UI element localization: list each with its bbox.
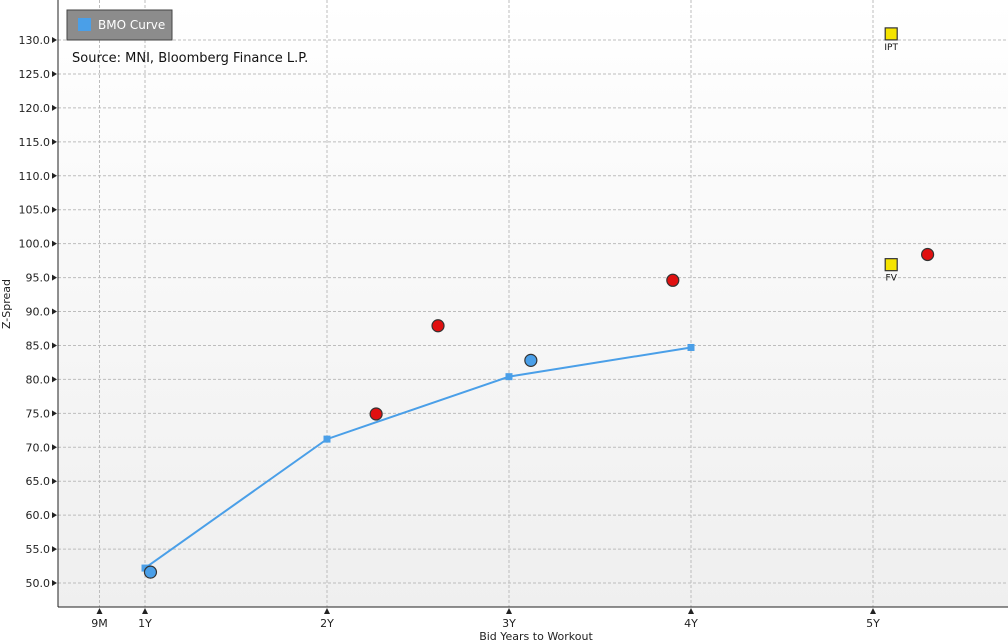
y-tick-label: 130.0 [19, 34, 51, 47]
bond-point-red[interactable] [431, 319, 445, 333]
y-tick-mark [52, 240, 57, 247]
y-tick-mark [52, 274, 57, 281]
y-tick-label: 55.0 [26, 543, 51, 556]
y-tick-label: 60.0 [26, 509, 51, 522]
y-tick-mark [52, 308, 57, 315]
new-issue-marker[interactable] [884, 258, 898, 272]
bmo-curve-point[interactable] [141, 564, 149, 572]
y-tick-mark [52, 104, 57, 111]
y-tick-mark [52, 580, 57, 586]
legend[interactable]: BMO Curve [66, 9, 173, 41]
y-tick-mark [52, 546, 57, 553]
axes: 50.0 55.0 60.0 65.0 70.0 75.0 80.0 85.0 90.0 95.0… [19, 0, 1008, 630]
x-tick-label: 9M [91, 617, 108, 630]
y-tick-label: 125.0 [19, 68, 51, 81]
x-tick-mark [96, 608, 103, 614]
grid-lines [58, 0, 1008, 607]
data-series: IPT FV [141, 27, 935, 579]
y-tick-label: 110.0 [19, 170, 51, 183]
y-tick-label: 120.0 [19, 102, 51, 115]
y-tick-label: 50.0 [26, 577, 51, 590]
y-tick-mark [52, 206, 57, 213]
x-tick-mark [688, 608, 694, 614]
x-tick-label: 2Y [320, 617, 334, 630]
new-issue-marker[interactable] [884, 27, 898, 41]
y-tick-mark [52, 70, 57, 77]
y-tick-label: 105.0 [19, 204, 51, 217]
bmo-curve-point[interactable] [323, 435, 331, 443]
bond-point-red[interactable] [369, 407, 383, 421]
bmo-curve-point[interactable] [687, 343, 695, 351]
bond-point-red[interactable] [666, 273, 680, 287]
y-axis-title: Z-Spread [0, 279, 13, 329]
new-issue-label: FV [886, 274, 898, 284]
y-tick-label: 100.0 [19, 238, 51, 251]
y-tick-label: 65.0 [26, 475, 51, 488]
y-tick-mark [52, 444, 57, 451]
x-tick-mark [870, 608, 876, 614]
y-tick-label: 95.0 [26, 272, 51, 285]
y-tick-label: 75.0 [26, 407, 51, 420]
y-tick-label: 80.0 [26, 373, 51, 386]
x-tick-mark [142, 608, 148, 614]
bond-point-red[interactable] [920, 247, 935, 262]
x-tick-label: 3Y [502, 617, 516, 630]
legend-label-bmo-curve: BMO Curve [98, 18, 165, 32]
x-tick-label: 5Y [866, 617, 880, 630]
bmo-curve-line [144, 346, 692, 569]
y-tick-mark [52, 512, 57, 519]
new-issue-label: IPT [884, 43, 898, 53]
x-tick-label: 1Y [138, 617, 152, 630]
source-note: Source: MNI, Bloomberg Finance L.P. [72, 51, 308, 66]
y-tick-mark [52, 172, 57, 179]
bond-point-blue[interactable] [524, 353, 538, 367]
y-tick-mark [52, 410, 57, 417]
y-tick-label: 85.0 [26, 339, 51, 352]
x-tick-label: 4Y [684, 617, 698, 630]
plot-background [58, 0, 1008, 607]
x-tick-mark [506, 608, 512, 614]
y-tick-label: 90.0 [26, 306, 51, 319]
y-tick-mark [52, 37, 57, 43]
x-tick-mark [324, 608, 330, 614]
y-tick-mark [52, 138, 57, 145]
y-tick-label: 115.0 [19, 136, 51, 149]
y-tick-mark [52, 376, 57, 383]
y-tick-label: 70.0 [26, 441, 51, 454]
legend-swatch-icon [78, 18, 91, 31]
bond-point-blue[interactable] [143, 565, 158, 579]
y-tick-mark [52, 478, 57, 485]
y-tick-mark [52, 342, 57, 349]
bmo-curve-point[interactable] [505, 373, 513, 381]
x-axis-title: Bid Years to Workout [479, 630, 593, 643]
